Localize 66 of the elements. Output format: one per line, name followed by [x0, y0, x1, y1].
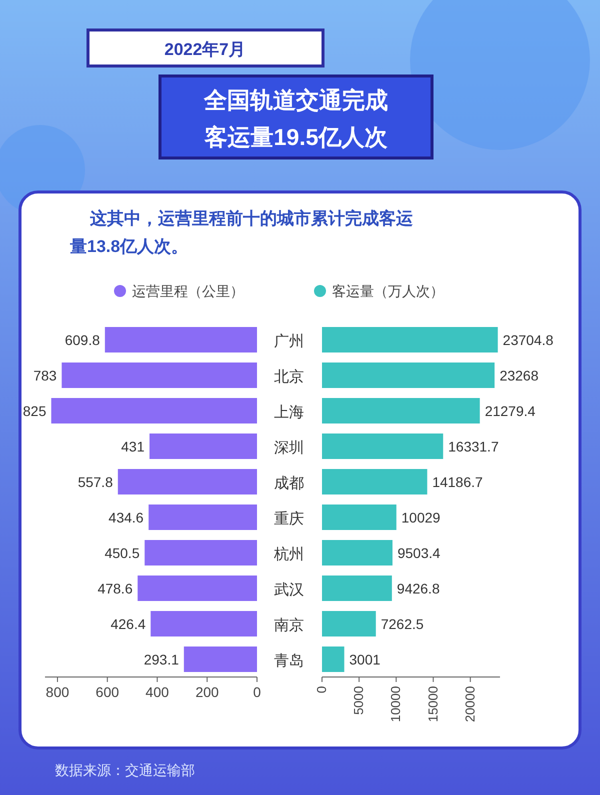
bar — [322, 646, 344, 672]
bar — [322, 611, 376, 636]
bar — [184, 646, 257, 672]
y-tick-label: 深圳 — [274, 439, 304, 456]
data-label: 9426.8 — [396, 580, 440, 596]
data-label: 23268 — [500, 367, 539, 384]
legend-label: 运营里程（公里） — [132, 283, 244, 299]
bar — [150, 611, 257, 636]
legend-label: 客运量（万人次） — [332, 283, 444, 299]
data-label: 14186.7 — [432, 474, 484, 490]
data-label: 3001 — [349, 651, 381, 668]
bar — [322, 327, 498, 352]
bar — [144, 540, 257, 566]
y-tick-label: 武汉 — [274, 581, 304, 598]
bar — [148, 504, 257, 530]
data-label: 434.6 — [108, 509, 144, 526]
x-tick-label: 10000 — [388, 686, 404, 722]
y-tick-label: 成都 — [274, 474, 304, 492]
bar — [322, 540, 392, 566]
x-tick-label: 0 — [253, 684, 262, 700]
source-note: 数据来源：交通运输部 — [55, 762, 195, 778]
y-tick-label: 杭州 — [273, 546, 304, 563]
y-tick-label: 重庆 — [274, 510, 304, 528]
y-tick-label: 青岛 — [274, 652, 304, 670]
data-label: 16331.7 — [448, 438, 499, 454]
data-label: 7262.5 — [380, 616, 424, 632]
bar — [62, 362, 257, 388]
x-tick-label: 15000 — [425, 686, 440, 722]
x-tick-label: 600 — [96, 684, 120, 700]
text: 这其中，运营里程前十的城市累计完成客运量13.8亿人次。 — [69, 209, 413, 256]
bar — [138, 576, 257, 601]
bar — [322, 469, 428, 494]
y-tick-label: 南京 — [274, 616, 304, 634]
data-label: 426.4 — [110, 616, 146, 632]
bar — [118, 469, 257, 494]
chart-title: 2022年7月 — [164, 40, 246, 59]
x-tick-label: 200 — [195, 684, 220, 700]
data-label: 10029 — [401, 509, 441, 526]
bar — [322, 504, 396, 530]
bar — [150, 434, 257, 459]
y-tick-label: 北京 — [274, 368, 304, 386]
data-label: 293.1 — [144, 651, 180, 668]
data-label: 9503.4 — [397, 544, 441, 561]
chart-subtitle: 全国轨道交通完成客运量19.5亿人次 — [203, 87, 388, 150]
data-label: 609.8 — [64, 332, 100, 348]
x-tick-label: 0 — [314, 686, 329, 694]
data-label: 450.5 — [104, 544, 140, 561]
data-label: 783 — [33, 367, 57, 384]
x-tick-label: 400 — [146, 684, 170, 700]
data-label: 478.6 — [98, 580, 133, 596]
data-label: 825 — [22, 402, 46, 419]
data-label: 21279.4 — [484, 402, 536, 419]
bar — [322, 576, 392, 601]
bar — [104, 327, 257, 352]
x-tick-label: 20000 — [462, 686, 478, 722]
x-tick-label: 800 — [46, 684, 70, 700]
bar — [322, 362, 495, 388]
data-label: 431 — [121, 438, 145, 454]
bar — [322, 398, 480, 424]
bar — [322, 434, 444, 459]
data-label: 23704.8 — [502, 332, 554, 348]
bar — [51, 398, 257, 424]
data-label: 557.8 — [78, 474, 114, 490]
x-tick-label: 5000 — [351, 686, 366, 715]
y-tick-label: 广州 — [274, 332, 304, 350]
y-tick-label: 上海 — [274, 404, 304, 421]
